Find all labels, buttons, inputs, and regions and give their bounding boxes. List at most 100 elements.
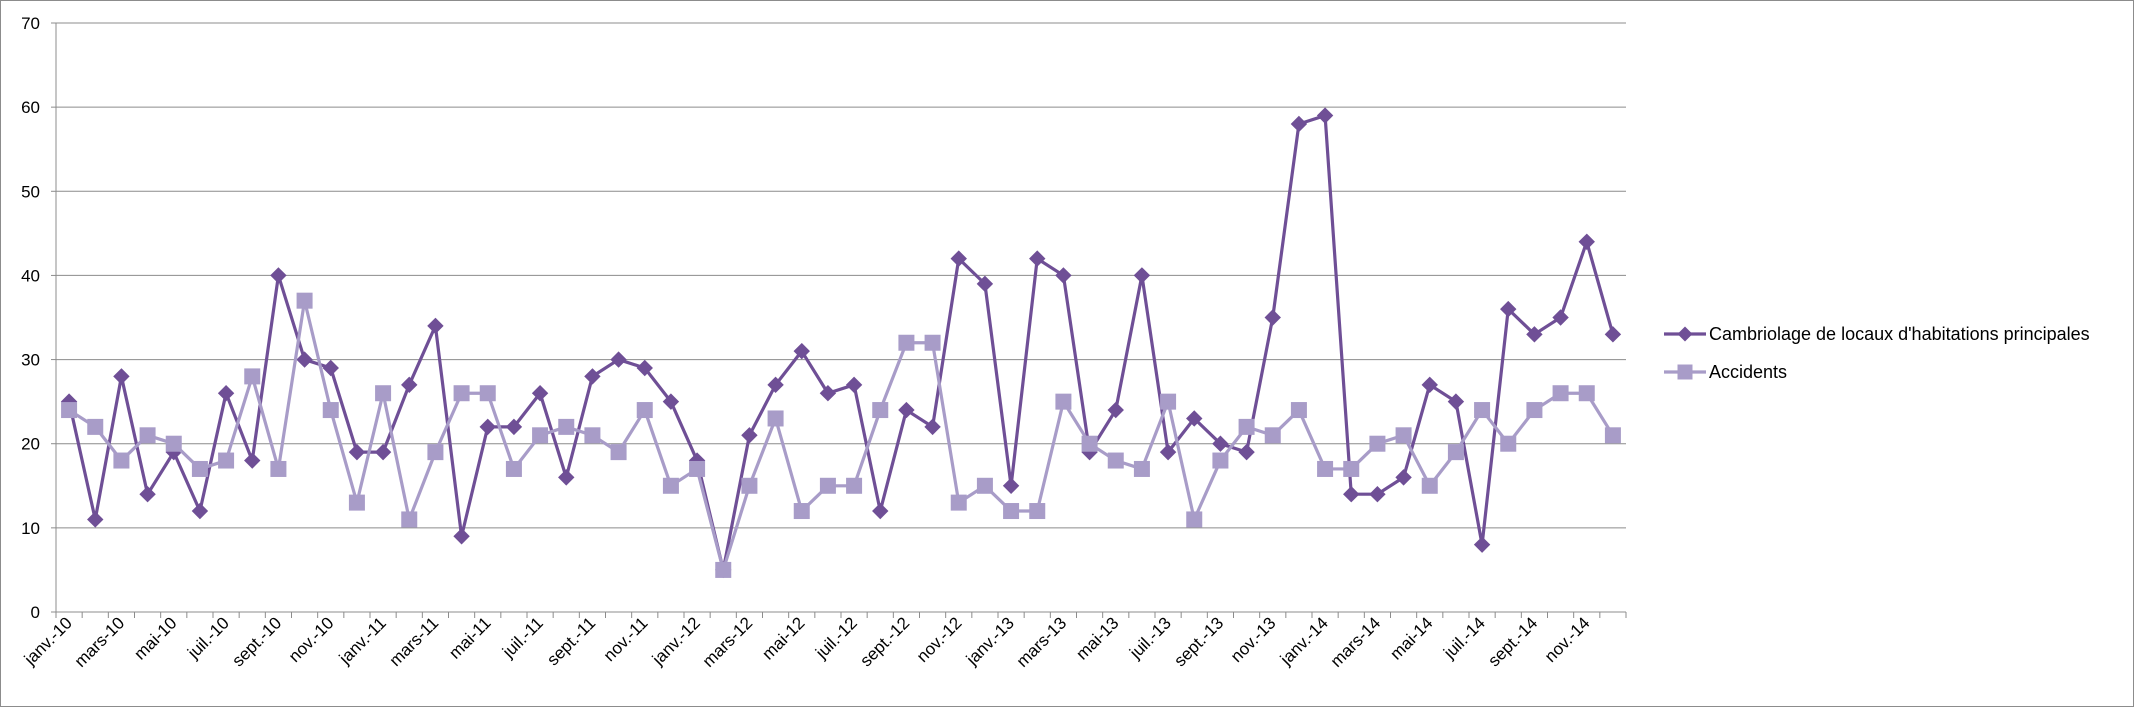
data-point-square xyxy=(61,402,78,419)
data-point-diamond xyxy=(1264,309,1281,326)
data-point-diamond xyxy=(1421,376,1438,394)
series-line xyxy=(68,299,1615,572)
x-tick-label: nov.-11 xyxy=(600,613,652,665)
data-point-square xyxy=(1029,503,1046,520)
x-tick-label: mars-13 xyxy=(1013,613,1071,671)
data-point-diamond xyxy=(1552,309,1569,326)
data-point-square xyxy=(793,503,810,520)
legend-marker-diamond xyxy=(1677,326,1693,342)
data-point-diamond xyxy=(139,485,156,503)
data-point-square xyxy=(924,334,941,351)
data-point-square xyxy=(1395,427,1412,444)
x-tick-label: janv.-14 xyxy=(1276,613,1332,669)
data-point-diamond xyxy=(872,502,889,520)
y-tick-label: 40 xyxy=(21,266,40,285)
data-point-square xyxy=(1500,435,1517,452)
data-point-square xyxy=(375,385,392,402)
data-point-diamond xyxy=(1186,410,1203,427)
x-tick-label: mai-13 xyxy=(1072,613,1122,663)
data-point-square xyxy=(1003,503,1020,520)
data-point-square xyxy=(479,385,496,402)
x-tick-label: nov.-13 xyxy=(1227,613,1280,666)
x-tick-label: mai-10 xyxy=(130,613,180,663)
data-point-square xyxy=(532,427,549,444)
data-point-square xyxy=(558,418,575,435)
data-point-diamond xyxy=(1447,393,1465,410)
data-point-diamond xyxy=(793,342,810,360)
data-point-square xyxy=(427,444,444,461)
data-point-square xyxy=(1290,402,1307,419)
data-point-diamond xyxy=(1343,485,1360,503)
data-point-square xyxy=(1107,452,1124,469)
data-point-diamond xyxy=(584,368,601,385)
data-point-square xyxy=(715,561,732,578)
series-layer xyxy=(60,107,1622,579)
x-tick-label: nov.-14 xyxy=(1541,613,1594,666)
data-point-square xyxy=(1578,385,1595,402)
data-point-diamond xyxy=(1002,477,1020,494)
data-point-square xyxy=(191,460,208,477)
data-point-square xyxy=(87,418,104,435)
data-point-diamond xyxy=(427,317,444,335)
x-tick-label: sept.-10 xyxy=(228,613,285,670)
y-tick-label: 0 xyxy=(31,603,40,622)
data-point-diamond xyxy=(505,418,523,436)
data-point-diamond xyxy=(845,376,863,394)
data-point-diamond xyxy=(636,359,653,377)
data-point-diamond xyxy=(558,469,575,486)
data-point-square xyxy=(1447,444,1464,461)
data-point-square xyxy=(1081,435,1098,452)
data-point-diamond xyxy=(217,385,235,402)
data-point-square xyxy=(113,452,130,469)
data-point-square xyxy=(1474,402,1491,419)
data-point-square xyxy=(1604,427,1621,444)
y-tick-label: 50 xyxy=(21,182,40,201)
legend-label: Cambriolage de locaux d'habitations prin… xyxy=(1709,324,2090,344)
y-tick-label: 70 xyxy=(21,14,40,33)
data-point-diamond xyxy=(531,385,549,402)
data-point-square xyxy=(401,511,418,528)
data-point-square xyxy=(950,494,967,511)
data-point-square xyxy=(244,368,261,385)
x-tick-label: janv.-13 xyxy=(962,613,1018,669)
data-point-diamond xyxy=(1316,107,1334,124)
data-point-diamond xyxy=(741,427,758,444)
data-point-square xyxy=(348,494,365,511)
x-tick-label: mai-11 xyxy=(445,613,494,662)
x-tick-label: sept.-11 xyxy=(543,613,599,669)
data-point-diamond xyxy=(610,351,627,368)
data-point-square xyxy=(767,410,784,427)
x-tick-label: janv.-12 xyxy=(648,613,704,669)
x-tick-label: juil.-11 xyxy=(498,613,547,662)
x-tick-label: juil.-10 xyxy=(183,613,233,663)
data-point-diamond xyxy=(244,452,261,469)
legend: Cambriolage de locaux d'habitations prin… xyxy=(1664,324,2090,382)
data-point-diamond xyxy=(401,376,418,394)
x-tick-label: mars-10 xyxy=(71,613,129,671)
data-point-square xyxy=(872,402,889,419)
data-point-square xyxy=(1238,418,1255,435)
data-point-square xyxy=(165,435,182,452)
legend-marker-square xyxy=(1677,364,1693,380)
data-point-square xyxy=(1160,393,1177,410)
data-point-square xyxy=(976,477,993,494)
data-point-diamond xyxy=(296,351,313,368)
data-point-diamond xyxy=(191,502,209,520)
x-tick-label: mars-12 xyxy=(699,613,757,671)
y-tick-label: 60 xyxy=(21,98,40,117)
data-point-diamond xyxy=(270,267,287,284)
data-point-square xyxy=(1055,393,1072,410)
x-tick-label: juil.-12 xyxy=(811,613,861,663)
gridlines xyxy=(56,22,1626,529)
x-tick-label: mai-14 xyxy=(1386,613,1436,663)
data-point-diamond xyxy=(87,511,104,528)
data-point-square xyxy=(218,452,235,469)
data-point-square xyxy=(1264,427,1281,444)
data-point-square xyxy=(270,460,287,477)
data-point-square xyxy=(636,402,653,419)
data-point-diamond xyxy=(950,250,967,267)
data-point-square xyxy=(1343,460,1360,477)
